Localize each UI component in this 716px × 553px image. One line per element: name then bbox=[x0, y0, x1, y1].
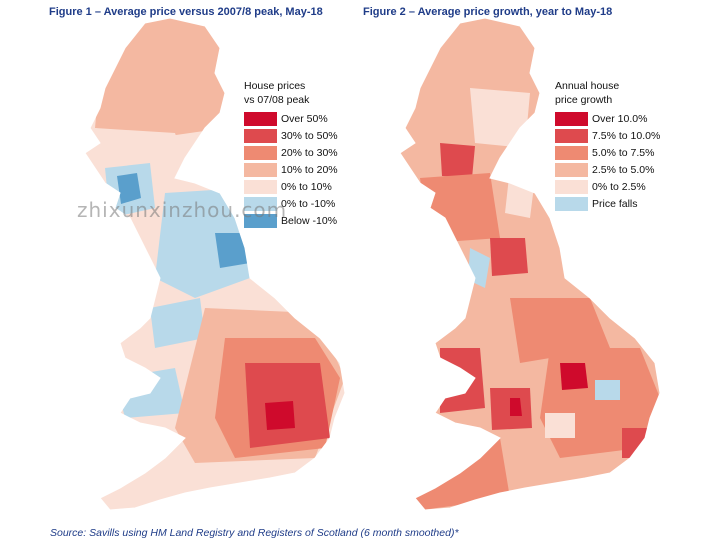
legend-label: Over 50% bbox=[281, 112, 328, 125]
legend-item: Over 10.0% bbox=[555, 110, 660, 127]
legend-item: 7.5% to 10.0% bbox=[555, 127, 660, 144]
legend-label: 7.5% to 10.0% bbox=[592, 129, 661, 142]
legend-label: Below -10% bbox=[281, 214, 338, 227]
figure-2-title: Figure 2 – Average price growth, year to… bbox=[363, 6, 613, 18]
legend-label: 2.5% to 5.0% bbox=[592, 163, 655, 176]
legend-item: 10% to 20% bbox=[244, 161, 338, 178]
legend-swatch bbox=[555, 128, 588, 143]
legend-annual-growth: Annual house price growth Over 10.0% 7.5… bbox=[555, 79, 660, 212]
source-note: Source: Savills using HM Land Registry a… bbox=[50, 527, 459, 539]
legend-swatch bbox=[555, 162, 588, 177]
legend-swatch bbox=[244, 213, 277, 228]
legend-swatch bbox=[244, 162, 277, 177]
legend-swatch bbox=[244, 179, 277, 194]
legend-item: 0% to 10% bbox=[244, 178, 338, 195]
legend-title-line-2: price growth bbox=[555, 94, 613, 106]
legend-label: 30% to 50% bbox=[281, 129, 338, 142]
legend-swatch bbox=[555, 196, 588, 211]
legend-swatch bbox=[244, 111, 277, 126]
legend-label: 0% to 2.5% bbox=[592, 180, 646, 193]
legend-price-vs-peak: House prices vs 07/08 peak Over 50% 30% … bbox=[244, 79, 338, 229]
legend-title-line-1: Annual house bbox=[555, 80, 620, 92]
legend-label: Price falls bbox=[592, 197, 638, 210]
legend-swatch bbox=[555, 111, 588, 126]
legend-title-line-1: House prices bbox=[244, 80, 306, 92]
legend-title: House prices vs 07/08 peak bbox=[244, 79, 338, 107]
uk-map-price-vs-peak bbox=[84, 18, 346, 511]
legend-label: 5.0% to 7.5% bbox=[592, 146, 655, 159]
legend-swatch bbox=[244, 145, 277, 160]
legend-label: 10% to 20% bbox=[281, 163, 338, 176]
legend-swatch bbox=[244, 196, 277, 211]
legend-swatch bbox=[555, 145, 588, 160]
legend-item: 5.0% to 7.5% bbox=[555, 144, 660, 161]
legend-item: 20% to 30% bbox=[244, 144, 338, 161]
legend-item: 0% to -10% bbox=[244, 195, 338, 212]
legend-label: 0% to 10% bbox=[281, 180, 332, 193]
legend-swatch bbox=[244, 128, 277, 143]
legend-item: 0% to 2.5% bbox=[555, 178, 660, 195]
legend-label: 20% to 30% bbox=[281, 146, 338, 159]
legend-title: Annual house price growth bbox=[555, 79, 660, 107]
legend-item: Over 50% bbox=[244, 110, 338, 127]
figure-1-title: Figure 1 – Average price versus 2007/8 p… bbox=[49, 6, 323, 18]
legend-item: Below -10% bbox=[244, 212, 338, 229]
legend-item: 2.5% to 5.0% bbox=[555, 161, 660, 178]
legend-item: 30% to 50% bbox=[244, 127, 338, 144]
legend-label: 0% to -10% bbox=[281, 197, 336, 210]
watermark: zhixunxinzhou.com bbox=[77, 198, 288, 222]
legend-swatch bbox=[555, 179, 588, 194]
legend-label: Over 10.0% bbox=[592, 112, 648, 125]
legend-title-line-2: vs 07/08 peak bbox=[244, 94, 310, 106]
legend-item: Price falls bbox=[555, 195, 660, 212]
uk-map-annual-growth bbox=[399, 18, 661, 511]
